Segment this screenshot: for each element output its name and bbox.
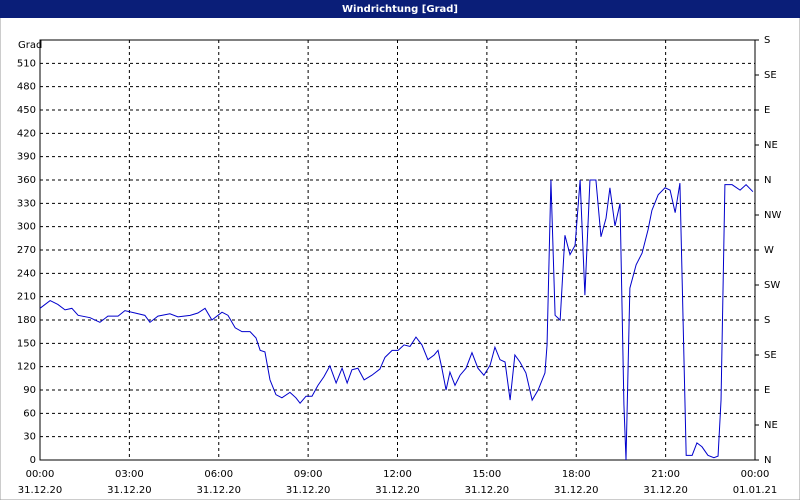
x-tick-date: 31.12.20 (554, 485, 599, 496)
y2-tick-label: E (764, 385, 770, 396)
y-tick-label: 30 (23, 432, 36, 443)
x-tick-date: 31.12.20 (465, 485, 510, 496)
y-tick-label: 210 (17, 292, 36, 303)
y-tick-label: 330 (17, 198, 36, 209)
x-tick-label: 00:00 (741, 469, 770, 480)
y-tick-label: 480 (17, 82, 36, 93)
x-tick-date: 31.12.20 (196, 485, 241, 496)
x-tick-label: 12:00 (383, 469, 412, 480)
title-bar (0, 0, 800, 18)
y-tick-label: 180 (17, 315, 36, 326)
y-tick-label: 60 (23, 408, 36, 419)
y2-tick-label: SE (764, 350, 777, 361)
y2-tick-label: NE (764, 420, 778, 431)
x-tick-date: 31.12.20 (375, 485, 420, 496)
y-tick-label: 0 (30, 455, 36, 466)
y-tick-label: 240 (17, 268, 36, 279)
x-tick-label: 00:00 (26, 469, 55, 480)
y-tick-label: 420 (17, 128, 36, 139)
chart-title: Windrichtung [Grad] (342, 4, 458, 15)
x-tick-label: 15:00 (472, 469, 501, 480)
x-tick-label: 06:00 (204, 469, 233, 480)
y2-tick-label: W (764, 245, 774, 256)
y-tick-label: 90 (23, 385, 36, 396)
x-tick-label: 18:00 (562, 469, 591, 480)
x-tick-date: 31.12.20 (286, 485, 331, 496)
x-tick-label: 09:00 (294, 469, 323, 480)
y-tick-label: 150 (17, 338, 36, 349)
y-tick-label: 360 (17, 175, 36, 186)
y2-tick-label: SE (764, 70, 777, 81)
y-tick-label: 300 (17, 222, 36, 233)
y2-tick-label: E (764, 105, 770, 116)
x-tick-label: 21:00 (651, 469, 680, 480)
x-tick-date: 01.01.21 (733, 485, 778, 496)
y2-tick-label: N (764, 175, 771, 186)
y2-tick-label: N (764, 455, 771, 466)
y-tick-label: 270 (17, 245, 36, 256)
y2-tick-label: SW (764, 280, 780, 291)
y-tick-label: 390 (17, 152, 36, 163)
y2-tick-label: NW (764, 210, 781, 221)
y2-tick-label: S (764, 35, 770, 46)
y-tick-label: 450 (17, 105, 36, 116)
x-tick-date: 31.12.20 (643, 485, 688, 496)
y-tick-label: 510 (17, 58, 36, 69)
x-tick-label: 03:00 (115, 469, 144, 480)
y2-tick-label: NE (764, 140, 778, 151)
y-axis-label: Grad (18, 40, 42, 51)
y-tick-label: 120 (17, 362, 36, 373)
x-tick-date: 31.12.20 (18, 485, 63, 496)
x-tick-date: 31.12.20 (107, 485, 152, 496)
y2-tick-label: S (764, 315, 770, 326)
data-line (39, 179, 754, 461)
